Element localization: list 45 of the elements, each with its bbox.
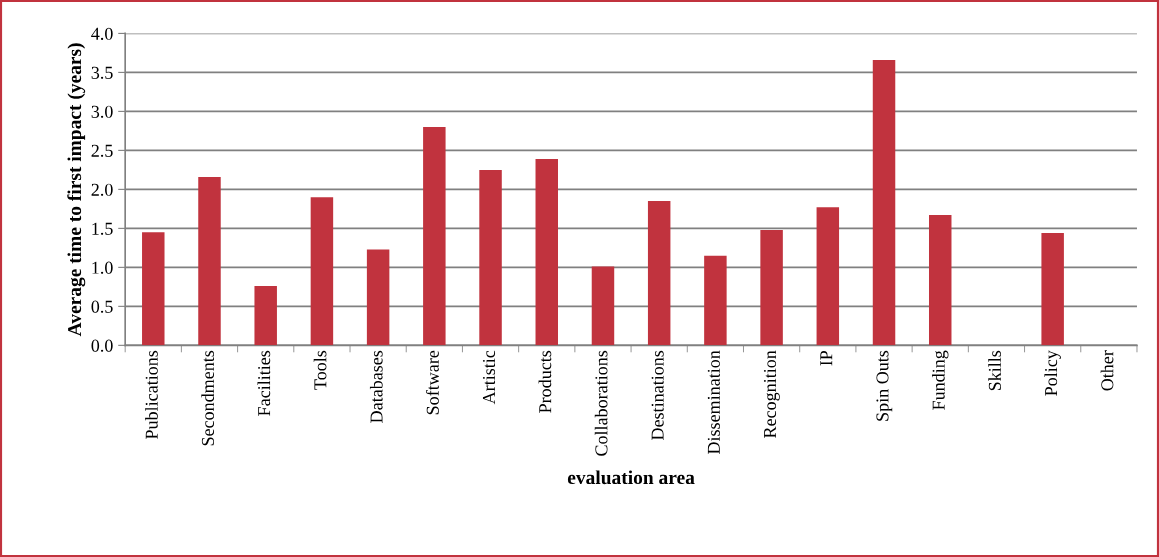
bar [310, 197, 334, 346]
y-axis-title: Average time to first impact (years) [67, 43, 86, 337]
x-tick-label: Tools [313, 350, 327, 390]
bar [479, 169, 502, 346]
bar [929, 215, 952, 346]
bar [591, 266, 615, 346]
y-tick-label: 4.0 [91, 27, 113, 40]
y-tick-label: 2.0 [91, 183, 113, 196]
bar [647, 201, 671, 346]
bar [1041, 233, 1064, 346]
y-tick-label: 2.5 [91, 144, 113, 157]
x-tick-label: Dissemination [707, 350, 720, 454]
y-tick-label: 3.0 [91, 105, 113, 118]
y-tick-label: 3.5 [91, 66, 113, 79]
bar [198, 176, 221, 346]
bar [366, 249, 390, 346]
x-tick-label: Funding [932, 350, 949, 410]
x-tick-label: Policy [1044, 350, 1061, 396]
x-tick-label: Publications [145, 350, 158, 439]
y-tick-label: 0.5 [91, 300, 113, 313]
bar [816, 207, 840, 346]
bar [254, 286, 277, 346]
x-tick-label: Collaborations [594, 350, 608, 456]
x-tick-label: Other [1100, 350, 1114, 391]
x-tick-label: Software [425, 350, 439, 415]
x-tick-label: Artistic [482, 350, 496, 405]
y-tick-label: 1.0 [92, 261, 113, 274]
x-tick-label: Facilities [257, 350, 271, 416]
x-tick-label: Products [538, 350, 552, 413]
bar [872, 59, 896, 346]
bar [535, 158, 558, 346]
x-tick-label: Recognition [763, 350, 780, 438]
x-axis-title: evaluation area [567, 470, 695, 485]
y-tick-label: 0.0 [91, 339, 113, 352]
bar [142, 232, 165, 346]
x-tick-label: Destinations [651, 350, 664, 440]
y-tick-label: 1.5 [92, 222, 113, 235]
x-tick-label: IP [820, 350, 833, 366]
x-tick-label: Spin Outs [876, 350, 893, 421]
bar [423, 127, 446, 346]
x-tick-label: Secondments [201, 350, 215, 446]
bar [704, 255, 727, 346]
x-tick-label: Databases [369, 350, 383, 423]
bar [760, 229, 783, 346]
x-tick-label: Skills [988, 350, 1001, 391]
